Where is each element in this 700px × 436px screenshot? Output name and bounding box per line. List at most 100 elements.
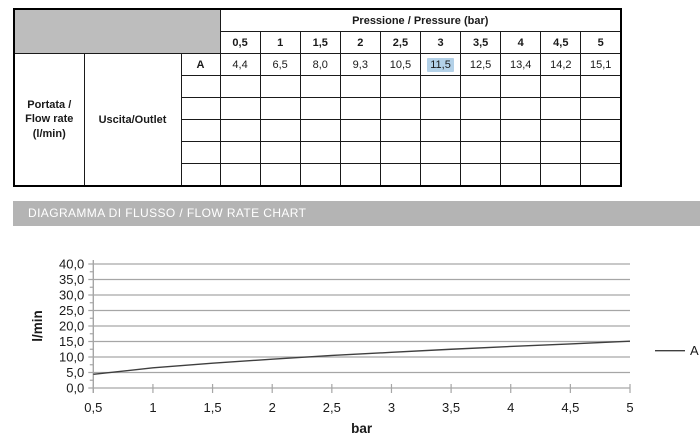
empty-cell <box>460 163 502 187</box>
y-tick-label: 25,0 <box>59 303 84 318</box>
y-tick-label: 5,0 <box>66 365 84 380</box>
section-title-banner: DIAGRAMMA DI FLUSSO / FLOW RATE CHART <box>13 201 700 226</box>
empty-cell <box>419 119 462 142</box>
x-tick-label: 0,5 <box>84 400 102 415</box>
table-corner-cell <box>13 8 221 54</box>
empty-cell <box>219 119 261 142</box>
empty-cell <box>540 97 582 120</box>
empty-cell <box>299 97 341 120</box>
empty-cell <box>219 141 261 164</box>
flow-value-cell: 14,2 <box>540 53 582 76</box>
empty-cell <box>379 141 421 164</box>
empty-cell <box>460 141 502 164</box>
empty-cell <box>419 97 462 120</box>
empty-cell <box>219 163 261 187</box>
outlet-label-cell: Uscita/Outlet <box>83 53 182 187</box>
empty-cell <box>500 75 542 98</box>
empty-cell <box>379 163 421 187</box>
x-tick-label: 4,5 <box>561 400 579 415</box>
flow-value-cell: 15,1 <box>580 53 622 76</box>
empty-cell <box>339 97 381 120</box>
flow-rate-chart: 0,05,010,015,020,025,030,035,040,0 0,5 1 1,… <box>30 257 699 436</box>
empty-cell <box>339 119 381 142</box>
pressure-col-header: 1 <box>259 31 301 54</box>
highlighted-flow-value-cell: 11,5 <box>419 53 462 76</box>
empty-cell <box>580 119 622 142</box>
y-tick-label: 40,0 <box>59 257 84 272</box>
x-tick-label: 3,5 <box>442 400 460 415</box>
x-tick-label: 1,5 <box>204 400 222 415</box>
x-tick-label: 3 <box>388 400 395 415</box>
pressure-col-header: 2 <box>339 31 381 54</box>
flow-value-cell: 4,4 <box>219 53 261 76</box>
empty-cell <box>180 75 221 98</box>
empty-cell <box>540 75 582 98</box>
y-tick-label: 20,0 <box>59 319 84 334</box>
pressure-col-header: 3 <box>419 31 462 54</box>
pressure-col-header: 5 <box>580 31 622 54</box>
section-title: DIAGRAMMA DI FLUSSO / FLOW RATE CHART <box>28 206 307 220</box>
empty-cell <box>419 75 462 98</box>
empty-cell <box>339 163 381 187</box>
x-tick-label: 2 <box>269 400 276 415</box>
legend-label: A <box>690 343 699 358</box>
empty-cell <box>180 163 221 187</box>
empty-cell <box>259 163 301 187</box>
pressure-header-cell: Pressione / Pressure (bar) <box>219 8 622 32</box>
table-row: Portata / Flow rate (l/min) Uscita/Outle… <box>13 53 622 187</box>
pressure-col-header: 0,5 <box>219 31 261 54</box>
empty-cell <box>379 97 421 120</box>
empty-cell <box>219 75 261 98</box>
empty-cell <box>259 97 301 120</box>
x-tick-label: 5 <box>626 400 633 415</box>
x-tick-label: 2,5 <box>323 400 341 415</box>
empty-cell <box>460 119 502 142</box>
y-axis-title: l/min <box>30 310 45 342</box>
empty-cell <box>540 119 582 142</box>
table-row-empty <box>14 141 622 164</box>
empty-cell <box>460 75 502 98</box>
pressure-col-header: 4,5 <box>540 31 582 54</box>
pressure-col-header: 2,5 <box>379 31 421 54</box>
empty-cell <box>500 119 542 142</box>
series-line <box>93 340 631 376</box>
empty-cell <box>379 75 421 98</box>
y-tick-label: 30,0 <box>59 288 84 303</box>
series-letter-cell: A <box>180 53 221 76</box>
empty-cell <box>460 97 502 120</box>
flow-value-cell: 10,5 <box>379 53 421 76</box>
pressure-col-header: 1,5 <box>299 31 341 54</box>
y-tick-label: 35,0 <box>59 272 84 287</box>
flow-value-cell: 6,5 <box>259 53 301 76</box>
empty-cell <box>219 97 261 120</box>
empty-cell <box>180 97 221 120</box>
empty-cell <box>259 119 301 142</box>
empty-cell <box>259 141 301 164</box>
empty-cell <box>339 141 381 164</box>
empty-cell <box>540 141 582 164</box>
empty-cell <box>500 141 542 164</box>
flow-value-cell: 13,4 <box>500 53 542 76</box>
x-tick-label: 1 <box>149 400 156 415</box>
empty-cell <box>180 119 221 142</box>
empty-cell <box>580 141 622 164</box>
x-axis-title: bar <box>351 421 373 436</box>
empty-cell <box>299 75 341 98</box>
empty-cell <box>259 75 301 98</box>
empty-cell <box>299 119 341 142</box>
empty-cell <box>500 97 542 120</box>
empty-cell <box>580 163 622 187</box>
flow-value-cell: 12,5 <box>460 53 502 76</box>
table-row-empty <box>14 163 622 187</box>
flow-rate-group-label-cell: Portata / Flow rate (l/min) <box>13 53 85 187</box>
empty-cell <box>419 163 462 187</box>
empty-cell <box>500 163 542 187</box>
empty-cell <box>379 119 421 142</box>
pressure-col-header: 4 <box>500 31 542 54</box>
empty-cell <box>299 163 341 187</box>
pressure-col-header: 3,5 <box>460 31 502 54</box>
y-tick-label: 15,0 <box>59 334 84 349</box>
x-tick-label: 4 <box>507 400 514 415</box>
empty-cell <box>180 141 221 164</box>
pressure-columns-row: 0,5 1 1,5 2 2,5 3 3,5 4 4,5 5 <box>14 31 622 54</box>
